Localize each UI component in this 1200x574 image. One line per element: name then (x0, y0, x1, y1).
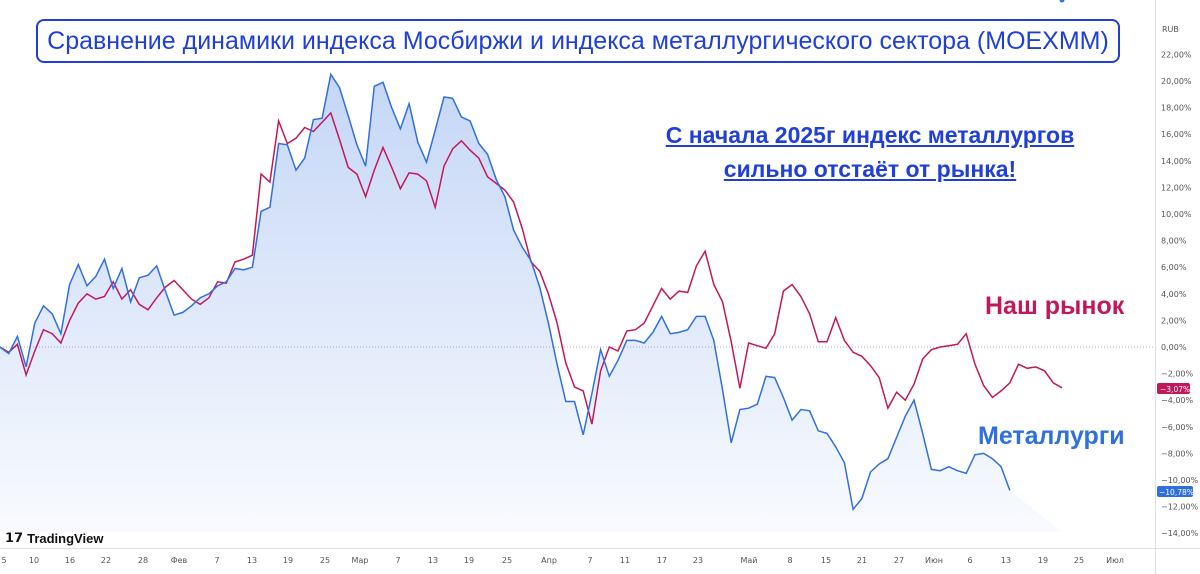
y-tick-label: 0,00% (1161, 343, 1187, 352)
x-tick-label: 15 (821, 556, 831, 565)
y-tick-label: −10,00% (1161, 476, 1199, 485)
x-tick-label: 13 (1001, 556, 1011, 565)
y-tick-label: 16,00% (1161, 130, 1192, 139)
x-tick-label: Мар (352, 556, 369, 565)
y-tick-label: 14,00% (1161, 157, 1192, 166)
metallurgy-last-value-badge: −10,78% (1157, 486, 1194, 497)
metallurgy-series-label: Металлурги (978, 422, 1125, 450)
metallurgy-area (0, 74, 1062, 533)
x-tick-label: 19 (283, 556, 293, 565)
y-tick-label: −6,00% (1161, 423, 1194, 432)
x-tick-label: Апр (541, 556, 557, 565)
x-tick-label: 21 (857, 556, 867, 565)
x-tick-label: 5 (1, 556, 6, 565)
y-tick-label: −14,00% (1161, 529, 1199, 538)
y-tick-label: 4,00% (1161, 290, 1187, 299)
x-tick-label: 13 (247, 556, 257, 565)
market-last-value-badge: −3,07% (1157, 383, 1190, 394)
x-tick-label: 28 (138, 556, 148, 565)
x-tick-label: Июл (1106, 556, 1124, 565)
headline-annotation: С начала 2025г индекс металлургов сильно… (640, 118, 1100, 186)
x-tick-label: 25 (502, 556, 512, 565)
tradingview-logo-icon: 𝟭𝟳 (5, 530, 24, 545)
x-tick-label: 19 (464, 556, 474, 565)
metallurgy-last-value: −10,78% (1159, 488, 1194, 497)
y-tick-label: −8,00% (1161, 449, 1194, 458)
x-tick-label: 13 (428, 556, 438, 565)
x-tick-label: 10 (29, 556, 39, 565)
y-tick-label: 12,00% (1161, 183, 1192, 192)
y-tick-label: −2,00% (1161, 370, 1194, 379)
y-tick-label: 20,00% (1161, 77, 1192, 86)
x-tick-label: 23 (693, 556, 703, 565)
headline-line-2: сильно отстаёт от рынка! (723, 156, 1017, 182)
market-series-label: Наш рынок (985, 292, 1125, 320)
y-tick-label: 8,00% (1161, 237, 1187, 246)
x-tick-label: 16 (65, 556, 75, 565)
chart-title: Сравнение динамики индекса Мосбиржи и ин… (47, 26, 1109, 55)
x-tick-label: Фев (171, 556, 188, 565)
y-tick-label: 10,00% (1161, 210, 1192, 219)
tradingview-logo-text: TradingView (27, 530, 104, 546)
y-tick-label: 6,00% (1161, 263, 1187, 272)
x-tick-label: 7 (214, 556, 219, 565)
x-tick-label: 19 (1038, 556, 1048, 565)
x-tick-label: 17 (657, 556, 667, 565)
x-tick-label: 8 (787, 556, 792, 565)
metallurgy-end-point (1059, 0, 1065, 3)
y-tick-label: −4,00% (1161, 396, 1194, 405)
x-tick-label: 25 (320, 556, 330, 565)
x-tick-label: Май (740, 556, 757, 565)
y-axis[interactable]: 22,00% 20,00% 18,00% 16,00% 14,00% 12,00% 10,0… (1161, 50, 1199, 538)
x-tick-label: 25 (1074, 556, 1084, 565)
chart-title-box: Сравнение динамики индекса Мосбиржи и ин… (36, 19, 1120, 63)
x-tick-label: 11 (620, 556, 630, 565)
x-tick-label: 7 (395, 556, 400, 565)
metallurgy-series-line (0, 72, 1011, 512)
market-last-value: −3,07% (1160, 385, 1190, 394)
x-axis[interactable]: 5 10 16 22 28 Фев 7 13 19 25 Мар 7 13 19 25 Апр 7 11 17 23 М… (1, 556, 1123, 565)
y-tick-label: 2,00% (1161, 316, 1187, 325)
y-tick-label: −12,00% (1161, 503, 1199, 512)
x-tick-label: Июн (925, 556, 943, 565)
tradingview-logo[interactable]: 𝟭𝟳 TradingView (5, 530, 103, 546)
x-tick-label: 22 (101, 556, 111, 565)
x-tick-label: 6 (967, 556, 972, 565)
x-tick-label: 7 (587, 556, 592, 565)
currency-label: RUB (1162, 25, 1179, 34)
x-tick-label: 27 (894, 556, 904, 565)
y-tick-label: 22,00% (1161, 50, 1192, 59)
headline-line-1: С начала 2025г индекс металлургов (665, 122, 1075, 148)
y-tick-label: 18,00% (1161, 104, 1192, 113)
